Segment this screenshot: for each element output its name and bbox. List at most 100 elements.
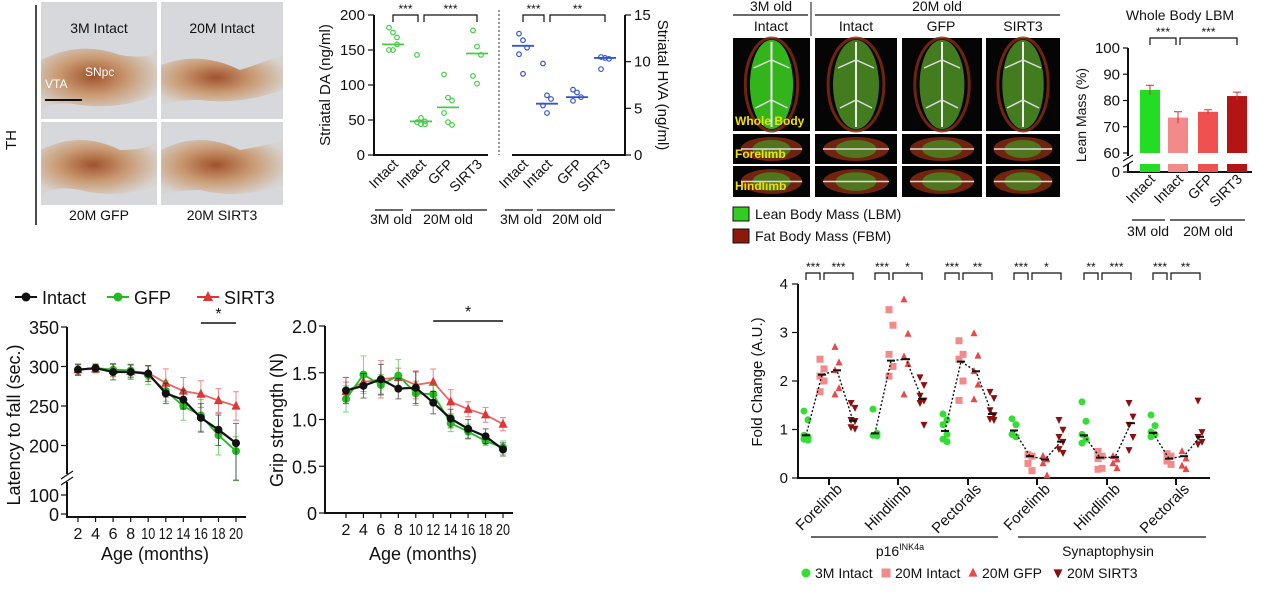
hva-tick-label: 15 bbox=[634, 7, 651, 24]
legend-marker bbox=[801, 568, 811, 578]
fat-mass-overlay bbox=[826, 36, 886, 133]
hva-y-axis-label: Striatal HVA (ng/ml) bbox=[654, 20, 671, 151]
data-point bbox=[414, 52, 420, 58]
data-point bbox=[394, 384, 403, 393]
mean-trend-line bbox=[1152, 432, 1201, 460]
data-point bbox=[816, 372, 824, 380]
data-point bbox=[179, 395, 188, 404]
data-point bbox=[394, 34, 400, 41]
data-point bbox=[74, 365, 82, 374]
x-tick-label: 16 bbox=[461, 522, 475, 539]
data-point bbox=[990, 417, 998, 424]
data-point bbox=[390, 29, 396, 36]
data-point bbox=[831, 390, 839, 398]
data-point bbox=[470, 72, 476, 79]
da-tick-label: 50 bbox=[348, 112, 365, 129]
significance-bracket bbox=[805, 272, 821, 280]
lean-mass-bar-chart: Whole Body LBM Lean Mass (%) 0 60 70 80 90 10… bbox=[1073, 7, 1252, 239]
lbm-tick-label: 70 bbox=[1103, 119, 1120, 136]
data-point bbox=[1194, 397, 1202, 405]
data-point bbox=[955, 396, 963, 404]
category-label: Intact bbox=[1123, 171, 1159, 207]
data-point bbox=[1024, 459, 1032, 467]
data-point bbox=[820, 377, 828, 385]
data-point bbox=[1113, 464, 1121, 472]
hva-tick-label: 0 bbox=[634, 147, 642, 164]
data-point bbox=[1129, 433, 1137, 441]
fold-y-axis-label: Fold Change (A.U.) bbox=[749, 317, 766, 446]
data-point bbox=[1167, 460, 1175, 468]
bar bbox=[1198, 111, 1218, 153]
data-point bbox=[885, 372, 893, 380]
data-point bbox=[446, 396, 456, 406]
hva-axis bbox=[512, 15, 626, 156]
skeleton bbox=[1004, 59, 1042, 109]
category-label: Pectorals bbox=[929, 481, 985, 537]
y-tick-label: 200 bbox=[29, 437, 59, 457]
x-tick-label: 18 bbox=[479, 522, 493, 539]
category-label: SIRT3 bbox=[574, 156, 613, 195]
column-label-intact-3m: Intact bbox=[754, 18, 788, 34]
histology-image-20m-sirt3 bbox=[161, 122, 283, 205]
significance-label: *** bbox=[806, 260, 820, 274]
significance-label: *** bbox=[1153, 260, 1167, 274]
data-point bbox=[1163, 457, 1171, 465]
data-point bbox=[232, 439, 240, 448]
group-label: 20M old bbox=[423, 211, 473, 227]
legend-label-fbm: Fat Body Mass (FBM) bbox=[755, 228, 891, 244]
significance-label: *** bbox=[945, 260, 959, 274]
significance-label: *** bbox=[1014, 260, 1028, 274]
lbm-y-axis-label: Lean Mass (%) bbox=[1073, 68, 1089, 162]
legend-label: 20M SIRT3 bbox=[1067, 565, 1138, 581]
data-point bbox=[1113, 455, 1121, 463]
y-tick-label: 300 bbox=[29, 358, 59, 378]
mean-trend-line bbox=[944, 360, 993, 432]
x-tick-label: 14 bbox=[176, 526, 190, 543]
significance-bracket bbox=[549, 14, 606, 22]
data-point bbox=[1178, 447, 1186, 455]
data-point bbox=[481, 409, 491, 419]
x-tick-label: 8 bbox=[394, 522, 403, 539]
grip-x-axis-label: Age (months) bbox=[369, 544, 477, 564]
gene-group-synaptophysin: Synaptophysin bbox=[1062, 543, 1154, 559]
data-point bbox=[939, 421, 947, 429]
data-point bbox=[231, 400, 241, 410]
significance-label: * bbox=[465, 304, 471, 321]
x-tick-label: 20 bbox=[496, 522, 510, 539]
data-point bbox=[428, 376, 438, 386]
data-point bbox=[1125, 447, 1133, 455]
category-label: Pectorals bbox=[1137, 481, 1193, 537]
data-point bbox=[91, 364, 100, 373]
axis bbox=[66, 327, 246, 518]
significance-bracket bbox=[874, 272, 890, 280]
series-line-gfp bbox=[77, 367, 237, 452]
category-label: SIRT3 bbox=[446, 156, 485, 195]
significance-bracket bbox=[1149, 37, 1177, 45]
lbm-title: Whole Body LBM bbox=[1126, 7, 1234, 23]
y-tick-label: 0.5 bbox=[292, 457, 317, 477]
significance-bracket bbox=[944, 272, 960, 280]
data-point bbox=[376, 375, 385, 384]
data-point bbox=[943, 416, 951, 424]
significance-label: ** bbox=[573, 2, 583, 16]
data-point bbox=[144, 369, 153, 378]
data-point bbox=[1163, 450, 1171, 458]
data-point bbox=[900, 352, 908, 360]
data-point bbox=[390, 47, 396, 53]
x-tick-label: 12 bbox=[159, 526, 173, 543]
data-point bbox=[544, 110, 550, 116]
data-point bbox=[474, 80, 480, 87]
series-line-sirt3 bbox=[77, 367, 237, 407]
x-tick-label: 16 bbox=[194, 526, 208, 543]
category-label: Intact bbox=[394, 156, 430, 192]
da-y-axis-label: Striatal DA (ng/ml) bbox=[317, 24, 334, 146]
data-point bbox=[851, 404, 859, 412]
error-bar bbox=[233, 422, 239, 481]
data-point bbox=[109, 368, 118, 377]
data-point bbox=[544, 92, 550, 99]
data-point bbox=[1109, 459, 1117, 467]
x-tick-label: 2 bbox=[342, 522, 351, 539]
bar bbox=[1227, 96, 1247, 153]
legend-swatch-fbm bbox=[732, 228, 750, 244]
data-point bbox=[474, 43, 480, 50]
